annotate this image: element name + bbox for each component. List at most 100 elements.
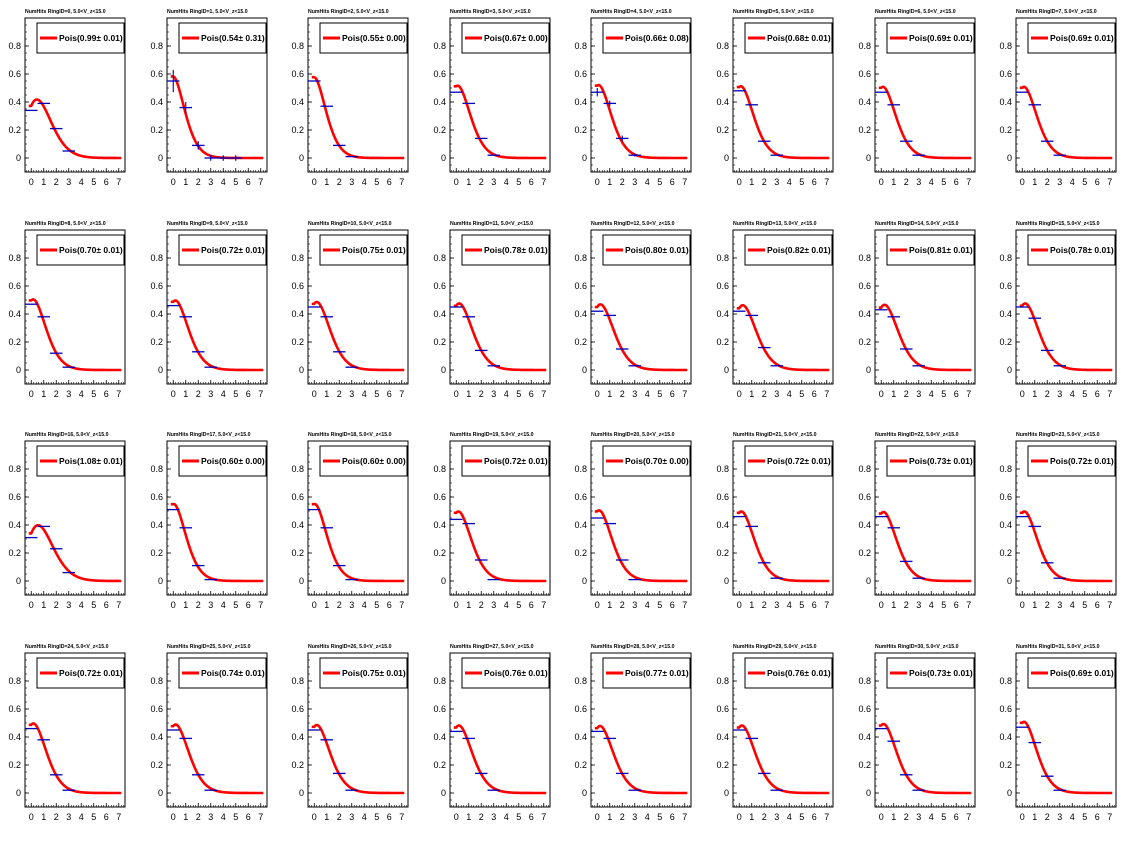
x-tick-label: 3 xyxy=(1057,600,1062,610)
x-tick-label: 2 xyxy=(54,600,59,610)
y-tick-label: 0.2 xyxy=(716,125,729,135)
x-tick-label: 2 xyxy=(762,177,767,187)
x-tick-label: 1 xyxy=(183,177,188,187)
plot-svg: NumHits RingID=30, 5.0<V_z<15.0 0 0.2 0.4 0.… xyxy=(858,644,976,822)
x-tick-label: 6 xyxy=(670,812,675,822)
plot-svg: NumHits RingID=10, 5.0<V_z<15.0 0 0.2 0.4 0.… xyxy=(292,221,409,399)
x-tick-label: 4 xyxy=(504,389,509,399)
y-tick-label: 0.6 xyxy=(150,281,163,291)
plot-title: NumHits RingID=6, 5.0<V_z<15.0 xyxy=(875,9,956,15)
x-tick-label: 4 xyxy=(645,389,650,399)
x-tick-label: 2 xyxy=(620,177,625,187)
y-tick-label: 0.4 xyxy=(575,520,588,530)
legend: Pois(1.08± 0.01) xyxy=(36,445,125,477)
y-tick-label: 0 xyxy=(866,788,871,798)
legend-label: Pois(0.66± 0.08) xyxy=(625,33,689,43)
plot-panel: NumHits RingID=31, 5.0<V_z<15.0 0 0.2 0.4 0.… xyxy=(991,635,1132,841)
legend-label: Pois(0.70± 0.01) xyxy=(59,245,123,255)
legend-label: Pois(0.80± 0.01) xyxy=(625,245,689,255)
x-tick-label: 3 xyxy=(633,600,638,610)
legend-label: Pois(0.73± 0.01) xyxy=(909,456,973,466)
x-tick-label: 7 xyxy=(1107,389,1112,399)
x-tick-label: 6 xyxy=(529,600,534,610)
y-tick-label: 0.6 xyxy=(433,281,446,291)
plot-title: NumHits RingID=7, 5.0<V_z<15.0 xyxy=(1016,9,1097,15)
x-tick-label: 6 xyxy=(387,389,392,399)
x-tick-label: 2 xyxy=(1045,389,1050,399)
plot-title: NumHits RingID=19, 5.0<V_z<15.0 xyxy=(450,432,534,438)
legend-label: Pois(0.72± 0.01) xyxy=(767,456,831,466)
x-tick-label: 3 xyxy=(916,812,921,822)
legend: Pois(0.76± 0.01) xyxy=(461,657,550,688)
y-tick-label: 0.4 xyxy=(858,97,871,107)
y-tick-label: 0.2 xyxy=(858,548,871,558)
plot-svg: NumHits RingID=20, 5.0<V_z<15.0 0 0.2 0.4 0.… xyxy=(575,432,692,610)
x-tick-label: 0 xyxy=(312,600,317,610)
legend: Pois(0.75± 0.01) xyxy=(319,234,408,265)
plot-title: NumHits RingID=23, 5.0<V_z<15.0 xyxy=(1016,432,1100,438)
x-tick-label: 3 xyxy=(491,177,496,187)
legend-label: Pois(0.81± 0.01) xyxy=(909,245,973,255)
x-tick-label: 5 xyxy=(233,812,238,822)
x-tick-label: 6 xyxy=(670,177,675,187)
x-tick-label: 7 xyxy=(966,177,971,187)
plot-svg: NumHits RingID=4, 5.0<V_z<15.0 0 0.2 0.4 0.6… xyxy=(575,9,692,187)
y-tick-label: 0.4 xyxy=(150,520,163,530)
x-tick-label: 1 xyxy=(891,177,896,187)
y-tick-label: 0.8 xyxy=(575,676,588,686)
plot-title: NumHits RingID=15, 5.0<V_z<15.0 xyxy=(1016,221,1100,227)
x-tick-label: 6 xyxy=(245,389,250,399)
x-tick-label: 2 xyxy=(479,389,484,399)
x-tick-label: 5 xyxy=(941,389,946,399)
x-tick-label: 1 xyxy=(891,600,896,610)
x-tick-label: 5 xyxy=(516,600,521,610)
legend: Pois(0.72± 0.01) xyxy=(178,234,267,265)
plot-title: NumHits RingID=14, 5.0<V_z<15.0 xyxy=(875,221,959,227)
x-tick-label: 0 xyxy=(595,812,600,822)
plot-panel: NumHits RingID=2, 5.0<V_z<15.0 0 0.2 0.4 0.6… xyxy=(283,0,424,206)
x-tick-label: 5 xyxy=(941,177,946,187)
fit-curve xyxy=(877,85,972,160)
legend: Pois(0.55± 0.00) xyxy=(319,22,408,54)
x-tick-label: 0 xyxy=(878,389,883,399)
plot-svg: NumHits RingID=13, 5.0<V_z<15.0 0 0.2 0.4 0.… xyxy=(716,221,834,399)
plot-panel: NumHits RingID=20, 5.0<V_z<15.0 0 0.2 0.4 0.… xyxy=(566,423,707,629)
x-tick-label: 3 xyxy=(633,812,638,822)
x-tick-label: 3 xyxy=(349,389,354,399)
legend: Pois(0.69± 0.01) xyxy=(1027,22,1116,54)
legend: Pois(0.77± 0.01) xyxy=(602,657,691,688)
y-tick-label: 0 xyxy=(16,788,21,798)
fit-curve xyxy=(1019,720,1114,794)
y-tick-label: 0 xyxy=(582,365,587,375)
y-tick-label: 0.6 xyxy=(575,281,588,291)
legend-label: Pois(0.77± 0.01) xyxy=(625,668,689,678)
y-tick-label: 0.2 xyxy=(8,125,21,135)
x-tick-label: 0 xyxy=(1020,812,1025,822)
x-tick-label: 7 xyxy=(683,177,688,187)
legend-label: Pois(0.73± 0.01) xyxy=(909,668,973,678)
x-tick-label: 0 xyxy=(1020,389,1025,399)
plot-svg: NumHits RingID=11, 5.0<V_z<15.0 0 0.2 0.4 0.… xyxy=(433,221,551,399)
y-tick-label: 0.4 xyxy=(150,309,163,319)
legend-label: Pois(0.54± 0.31) xyxy=(201,33,265,43)
plot-panel: NumHits RingID=11, 5.0<V_z<15.0 0 0.2 0.4 0.… xyxy=(425,212,566,418)
plot-svg: NumHits RingID=14, 5.0<V_z<15.0 0 0.2 0.4 0.… xyxy=(858,221,976,399)
legend-label: Pois(0.72± 0.01) xyxy=(59,668,123,678)
legend: Pois(0.75± 0.01) xyxy=(319,657,408,688)
y-tick-label: 0 xyxy=(1007,153,1012,163)
x-tick-label: 3 xyxy=(208,177,213,187)
x-tick-label: 1 xyxy=(608,389,613,399)
legend-box xyxy=(1027,22,1116,54)
y-tick-label: 0.4 xyxy=(575,732,588,742)
x-tick-label: 4 xyxy=(220,389,225,399)
y-tick-label: 0.6 xyxy=(292,69,305,79)
fit-curve xyxy=(311,300,406,371)
plot-svg: NumHits RingID=26, 5.0<V_z<15.0 0 0.2 0.4 0.… xyxy=(292,644,409,822)
x-tick-label: 1 xyxy=(749,177,754,187)
fit-curve xyxy=(1019,510,1114,583)
x-tick-label: 2 xyxy=(762,389,767,399)
y-tick-label: 0.2 xyxy=(716,760,729,770)
x-tick-label: 7 xyxy=(541,812,546,822)
y-tick-label: 0.2 xyxy=(575,548,588,558)
x-tick-label: 1 xyxy=(41,177,46,187)
